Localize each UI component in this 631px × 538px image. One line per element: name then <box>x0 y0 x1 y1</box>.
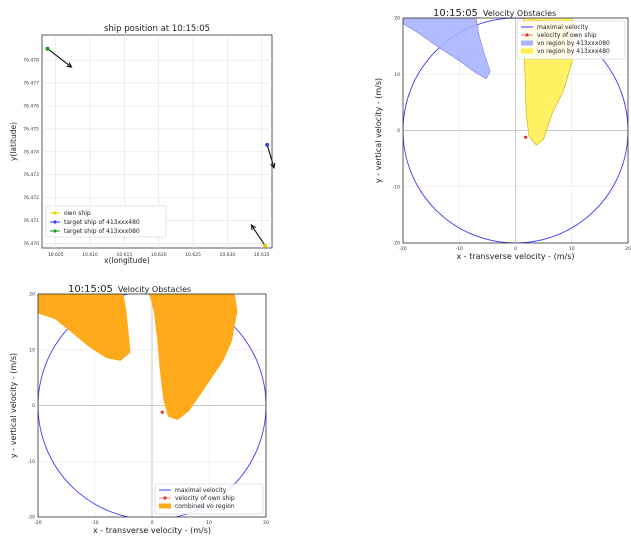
y-tick-label: -20 <box>393 241 400 247</box>
x-tick-label: -20 <box>34 520 41 526</box>
arrow-head <box>270 162 276 170</box>
y-tick-label: -10 <box>393 184 400 190</box>
y-tick-label: 76.472 <box>23 195 39 201</box>
legend-label: velocity of own ship <box>175 495 235 502</box>
legend-marker <box>53 229 57 233</box>
time-label: 10:15:05 <box>68 284 113 295</box>
y-tick-label: 76.473 <box>23 172 39 178</box>
y-tick-label: 20 <box>394 16 400 22</box>
legend-box <box>45 205 167 238</box>
legend-label: own ship <box>64 210 91 217</box>
x-axis-label: x(longitude) <box>104 256 150 265</box>
x-tick-label: 0 <box>151 520 154 526</box>
velocity-obstacles-svg: -20-20 -10 -10 0 0 10 10 20 20 10:15:05 Velocity O… <box>374 8 631 261</box>
own-velocity-point <box>160 410 164 414</box>
ship-position-svg: 10.605 10.610 10.615 10.620 10.625 10.630 10.6… <box>9 24 276 265</box>
plot-frame <box>402 17 629 244</box>
y-tick-label: 0 <box>397 128 400 134</box>
legend-label: target ship of 413xxx080 <box>64 228 140 235</box>
own-velocity-point <box>524 135 528 139</box>
y-tick-label: 76.470 <box>23 241 39 247</box>
legend-marker <box>53 211 57 215</box>
x-tick-label: 10.625 <box>185 252 201 258</box>
y-tick-label: 0 <box>32 403 35 409</box>
legend-marker <box>53 220 57 224</box>
x-tick-label: 10.605 <box>48 252 64 258</box>
legend-label: velocity of own ship <box>537 32 597 39</box>
chart-title: Velocity Obstacles <box>483 9 556 18</box>
arrow-head <box>66 62 73 68</box>
ship-point <box>265 142 270 147</box>
y-axis-label: y - vertical velocity - (m/s) <box>9 353 18 458</box>
heading-arrow <box>47 48 72 68</box>
x-axis-label: x - transverse velocity - (m/s) <box>457 252 575 261</box>
x-tick-label: -10 <box>456 246 463 252</box>
y-tick-label: 10 <box>29 347 35 353</box>
x-tick-label: 10.635 <box>254 252 270 258</box>
x-tick-label: 10 <box>569 246 575 252</box>
arrow-head <box>250 224 256 231</box>
legend-label: maximal velocity <box>175 487 227 494</box>
x-tick-label: -10 <box>91 520 98 526</box>
legend-label: vo region by 413xxx480 <box>537 48 610 55</box>
vo-regions <box>38 294 266 517</box>
legend-marker <box>525 33 529 37</box>
time-label: 10:15:05 <box>433 8 478 19</box>
velocity-obstacles-chart: -20 -20 -10 -10 0 0 10 10 20 20 10:15:05 Velocity O… <box>355 0 631 270</box>
x-tick-label: 10 <box>206 520 212 526</box>
x-tick-label: 20 <box>625 246 631 252</box>
y-tick-label: 76.474 <box>23 149 39 155</box>
y-tick-label: 20 <box>29 292 35 298</box>
combined-vo-chart: -20 -20 -10 -10 0 0 10 10 20 20 10:15:05 Velocity O… <box>0 282 300 538</box>
y-axis-label: y(latitude) <box>9 122 18 161</box>
y-tick-label: 76.477 <box>23 81 39 87</box>
legend-box <box>154 483 264 515</box>
y-tick-label: 76.475 <box>23 126 39 132</box>
chart-title: Velocity Obstacles <box>118 285 191 294</box>
plot-frame <box>37 293 267 518</box>
y-tick-label: -10 <box>28 459 35 465</box>
legend-box <box>516 20 626 60</box>
y-tick-label: 76.476 <box>23 104 39 110</box>
legend-swatch <box>521 48 533 54</box>
x-axis-label: x - transverse velocity - (m/s) <box>93 526 211 535</box>
x-tick-label: 10.630 <box>219 252 235 258</box>
legend-swatch <box>159 503 171 509</box>
heading-arrow <box>250 224 266 247</box>
ship-position-chart: 10.605 10.610 10.615 10.620 10.625 10.630 10.6… <box>0 0 300 270</box>
y-tick-label: 76.478 <box>23 58 39 64</box>
y-tick-label: -20 <box>28 515 35 521</box>
x-tick-label: -20 <box>399 246 406 252</box>
x-tick-label: 10.610 <box>82 252 98 258</box>
y-tick-label: 10 <box>394 72 400 78</box>
legend-label: combined vo region <box>175 503 235 510</box>
x-tick-label: 10.615 <box>117 252 133 258</box>
heading-arrow <box>266 144 275 168</box>
legend-label: maximal velocity <box>537 24 589 31</box>
ship-point <box>263 243 268 248</box>
vo-region <box>403 18 491 80</box>
y-axis-label: y - vertical velocity - (m/s) <box>374 78 383 183</box>
ship-point <box>45 46 50 51</box>
combined-vo-region <box>38 294 131 361</box>
chart-title: ship position at 10:15:05 <box>104 24 210 34</box>
legend-marker <box>163 496 167 500</box>
y-tick-label: 76.471 <box>23 218 39 224</box>
combined-vo-svg: -20-20 -10 -10 0 0 10 10 20 20 10:15:05 Velocity O… <box>9 284 269 535</box>
x-tick-label: 20 <box>263 520 269 526</box>
legend-label: vo region by 413xxx080 <box>537 40 610 47</box>
legend-label: target ship of 413xxx480 <box>64 219 140 226</box>
legend-swatch <box>521 40 533 46</box>
x-tick-label: 10.620 <box>151 252 167 258</box>
combined-vo-region <box>149 294 238 420</box>
x-tick-label: 0 <box>514 246 517 252</box>
